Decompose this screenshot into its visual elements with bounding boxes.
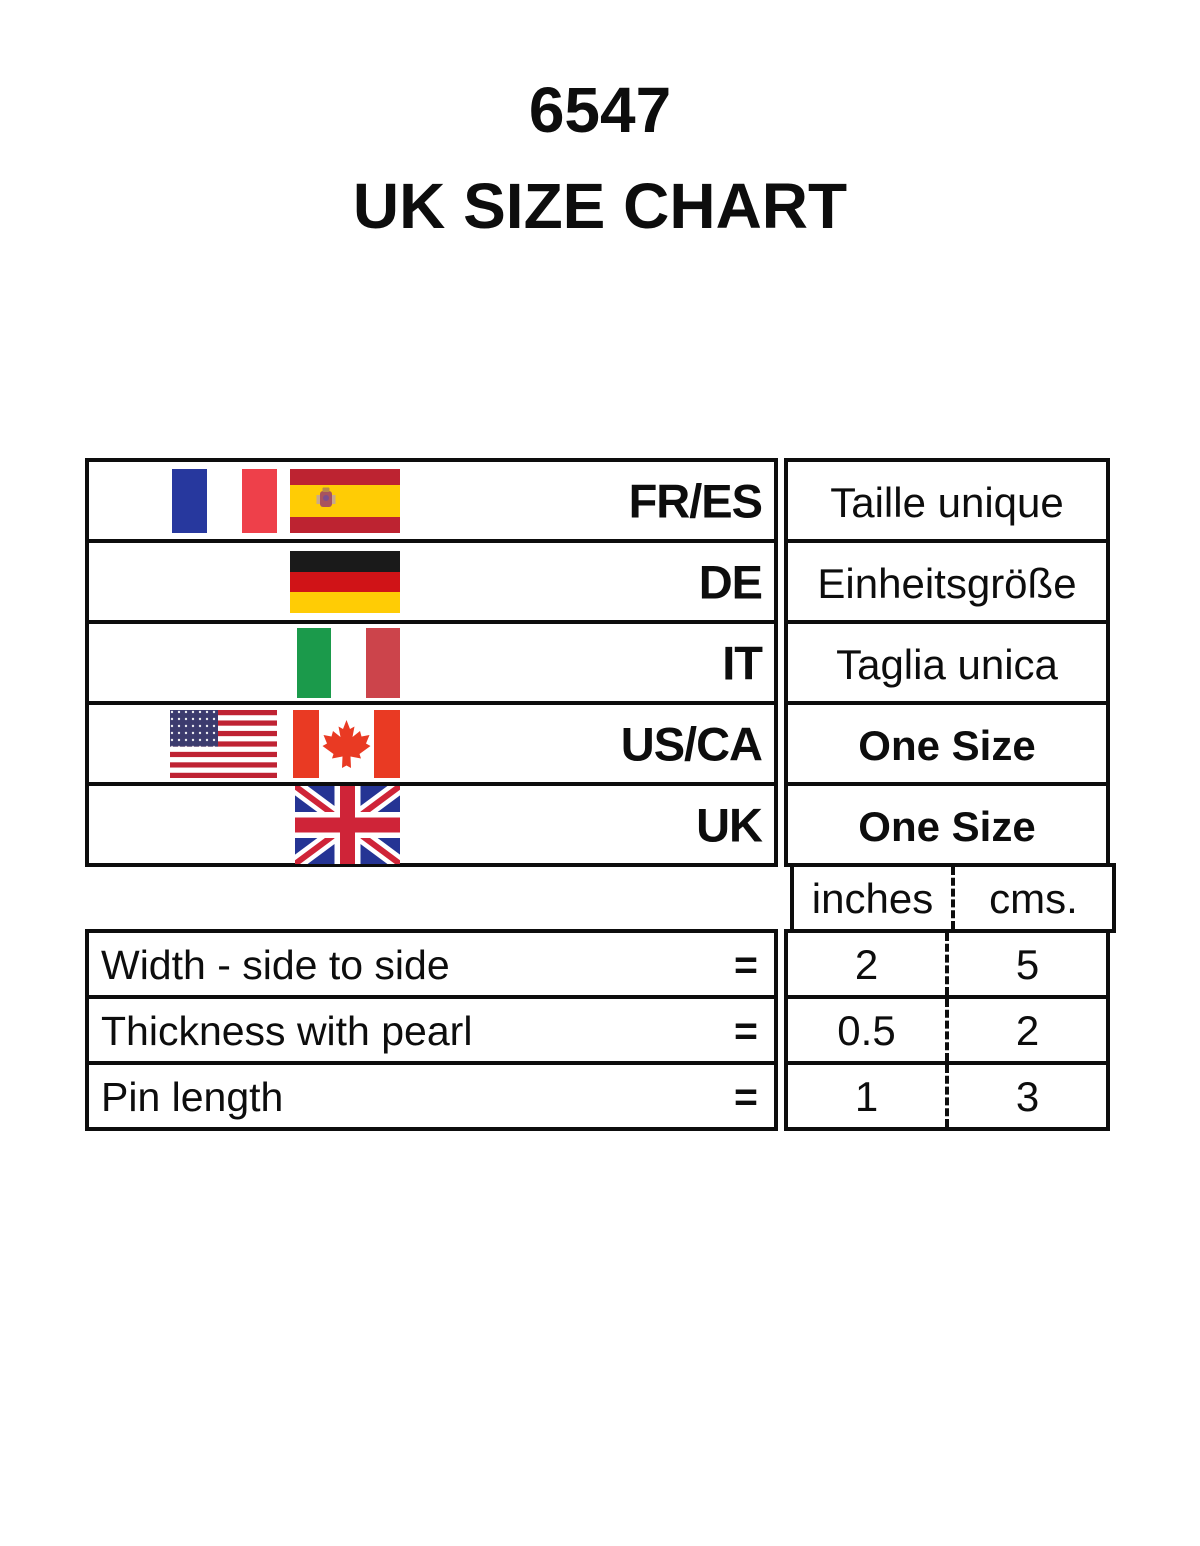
italy-flag-icon (297, 627, 400, 698)
size-text: Taglia unica (836, 640, 1058, 688)
size-value-fr-es: Taille unique (784, 458, 1110, 543)
france-flag-icon (172, 468, 277, 533)
measurement-values-cell: 2 5 (784, 929, 1110, 999)
region-code: DE (698, 555, 763, 608)
equals-sign: = (734, 1073, 758, 1120)
region-code: FR/ES (628, 474, 763, 527)
measurement-label: Thickness with pearl (101, 1007, 473, 1054)
measurement-row-thickness: Thickness with pearl = 0.5 2 (85, 995, 1116, 1065)
measurement-row-pin-length: Pin length = 1 3 (85, 1061, 1116, 1131)
measurement-label-cell: Width - side to side = (85, 929, 778, 999)
product-number: 6547 (528, 74, 672, 146)
page-title-text: UK SIZE CHART (352, 170, 848, 242)
measurement-label: Pin length (101, 1073, 284, 1120)
size-text: Taille unique (830, 478, 1064, 526)
germany-flag-icon (290, 550, 400, 613)
size-table: FR/ES Taille unique DE Einheitsgröße (85, 458, 1116, 1131)
maple-leaf (322, 719, 371, 768)
measurement-label-cell: Thickness with pearl = (85, 995, 778, 1065)
equals-sign: = (734, 1007, 758, 1054)
measurement-label: Width - side to side (101, 941, 450, 988)
cms-value: 5 (945, 933, 1106, 995)
cms-value: 2 (945, 999, 1106, 1061)
size-row-uk: UK One Size (85, 782, 1116, 867)
size-value-it: Taglia unica (784, 620, 1110, 705)
size-row-it: IT Taglia unica (85, 620, 1116, 705)
inches-value: 0.5 (837, 1007, 896, 1054)
page-title: 6547 UK SIZE CHART (0, 62, 1200, 254)
usa-flag-icon (170, 709, 277, 778)
size-row-fr-es: FR/ES Taille unique (85, 458, 1116, 543)
measurement-label-cell: Pin length = (85, 1061, 778, 1131)
size-text: One Size (858, 802, 1036, 850)
uk-flag-icon (295, 785, 400, 864)
size-row-de: DE Einheitsgröße (85, 539, 1116, 624)
measurement-values-cell: 0.5 2 (784, 995, 1110, 1065)
measurement-row-width: Width - side to side = 2 5 (85, 929, 1116, 999)
size-value-us-ca: One Size (784, 701, 1110, 786)
inches-header: inches (811, 875, 934, 922)
cms-value: 3 (945, 1065, 1106, 1127)
size-row-us-ca: US/CA One Size (85, 701, 1116, 786)
size-value-de: Einheitsgröße (784, 539, 1110, 624)
cms-header: cms. (951, 867, 1112, 929)
size-text: Einheitsgröße (817, 559, 1077, 607)
region-cell-uk: UK (85, 782, 778, 867)
spain-flag-icon (290, 468, 400, 533)
region-cell-us-ca: US/CA (85, 701, 778, 786)
units-header-spacer (85, 863, 784, 933)
units-header-cell: inches cms. (790, 863, 1116, 933)
units-header-row: inches cms. (85, 863, 1116, 933)
region-cell-it: IT (85, 620, 778, 705)
measurement-values-cell: 1 3 (784, 1061, 1110, 1131)
size-text: One Size (858, 721, 1036, 769)
region-code: US/CA (620, 717, 763, 770)
size-value-uk: One Size (784, 782, 1110, 867)
region-code: UK (696, 798, 763, 851)
region-cell-fr-es: FR/ES (85, 458, 778, 543)
inches-value: 2 (854, 941, 879, 988)
region-code: IT (722, 636, 763, 689)
canada-flag-icon (293, 709, 400, 778)
equals-sign: = (734, 941, 758, 988)
inches-value: 1 (854, 1073, 879, 1120)
spain-emblem (316, 487, 336, 507)
region-cell-de: DE (85, 539, 778, 624)
